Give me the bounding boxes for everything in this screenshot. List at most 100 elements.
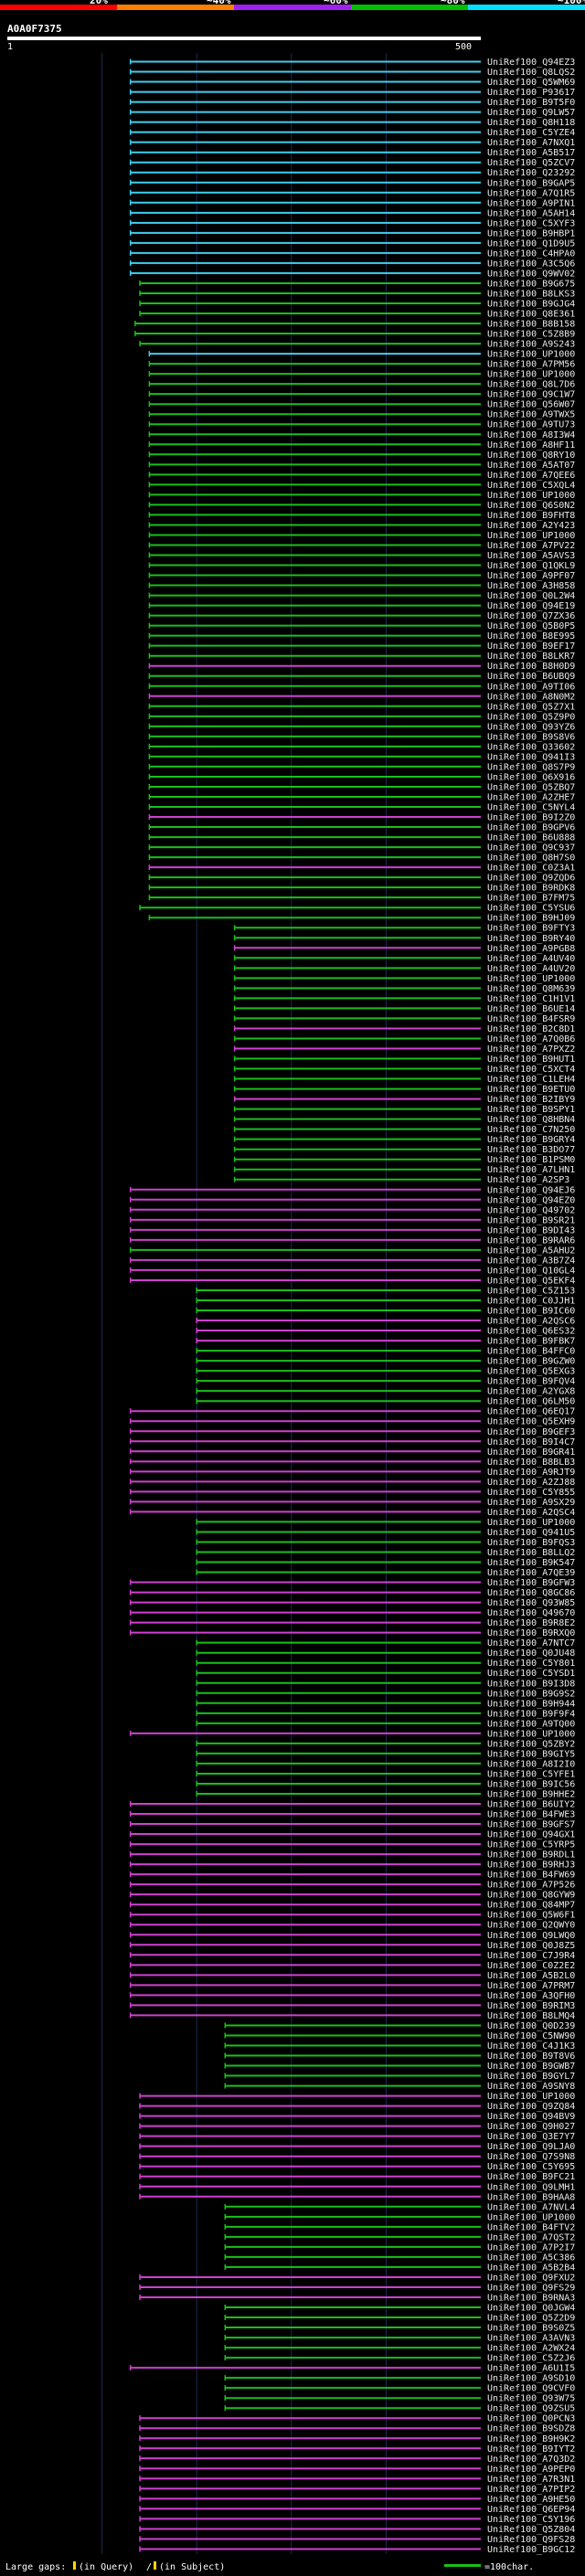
hit-row[interactable]: UniRef100_B8E995 [148,631,575,641]
hit-row[interactable]: UniRef100_A3C5Q6 [129,259,576,269]
hit-id-label[interactable]: UniRef100_Q3E7Y7 [487,2132,575,2142]
hit-row[interactable]: UniRef100_A9SD10 [224,2374,575,2384]
hit-id-label[interactable]: UniRef100_A4UV40 [487,954,575,964]
hit-row[interactable]: UniRef100_C5Z153 [196,1286,575,1296]
hit-id-label[interactable]: UniRef100_Q94EZ3 [487,58,575,68]
hit-id-label[interactable]: UniRef100_B8BLB3 [487,1458,575,1468]
hit-row[interactable]: UniRef100_B6UE14 [233,1004,576,1014]
hit-row[interactable]: UniRef100_B9GPV6 [148,823,575,833]
hit-row[interactable]: UniRef100_A4UV40 [233,954,576,964]
hit-id-label[interactable]: UniRef100_A9SD10 [487,2374,575,2384]
hit-id-label[interactable]: UniRef100_Q9H027 [487,2122,575,2132]
hit-row[interactable]: UniRef100_Q5W6F1 [129,1911,576,1921]
hit-row[interactable]: UniRef100_Q5EXH9 [129,1417,576,1427]
hit-id-label[interactable]: UniRef100_B9H9K2 [487,2434,575,2444]
hit-id-label[interactable]: UniRef100_A9PGB8 [487,944,575,954]
hit-row[interactable]: UniRef100_Q8H7S0 [148,853,575,864]
hit-id-label[interactable]: UniRef100_C4HPA0 [487,249,575,259]
hit-id-label[interactable]: UniRef100_C5Z153 [487,1286,575,1296]
hit-row[interactable]: UniRef100_A7Q3D2 [139,2454,575,2465]
hit-row[interactable]: UniRef100_B9IYT2 [139,2444,575,2454]
hit-row[interactable]: UniRef100_Q5EKF4 [129,1276,576,1286]
hit-row[interactable]: UniRef100_C5Y196 [139,2515,575,2525]
hit-id-label[interactable]: UniRef100_C0JJH1 [487,1296,575,1306]
hit-id-label[interactable]: UniRef100_Q0PCN3 [487,2414,575,2424]
hit-id-label[interactable]: UniRef100_Q5ZCV7 [487,158,575,168]
hit-id-label[interactable]: UniRef100_B9GC12 [487,2545,575,2555]
hit-id-label[interactable]: UniRef100_B9RIM3 [487,2001,575,2011]
hit-row[interactable]: UniRef100_B9GRY4 [233,1135,576,1145]
hit-row[interactable]: UniRef100_Q8HBN4 [233,1115,576,1125]
hit-row[interactable]: UniRef100_B9RY40 [233,934,576,944]
hit-row[interactable]: UniRef100_B4FFC0 [196,1347,575,1357]
hit-row[interactable]: UniRef100_Q5Z2D9 [224,2314,575,2324]
hit-id-label[interactable]: UniRef100_A7NTC7 [487,1638,575,1648]
hit-row[interactable]: UniRef100_A9TU73 [148,420,575,430]
hit-row[interactable]: UniRef100_B9GJG4 [139,299,575,309]
hit-row[interactable]: UniRef100_Q5WM69 [129,78,576,88]
hit-id-label[interactable]: UniRef100_Q5Z2D9 [487,2314,575,2324]
hit-row[interactable]: UniRef100_B3DO77 [233,1145,576,1155]
hit-row[interactable]: UniRef100_A7PM56 [148,360,575,370]
hit-id-label[interactable]: UniRef100_Q0JU48 [487,1648,575,1659]
hit-id-label[interactable]: UniRef100_B1PSM0 [487,1155,575,1165]
hit-row[interactable]: UniRef100_Q93YZ6 [148,722,575,732]
hit-row[interactable]: UniRef100_B9ETU0 [233,1085,576,1095]
hit-row[interactable]: UniRef100_A7QEE6 [148,471,575,481]
hit-id-label[interactable]: UniRef100_A7Q0B6 [487,1034,575,1044]
hit-id-label[interactable]: UniRef100_B9SDZ8 [487,2424,575,2434]
hit-row[interactable]: UniRef100_B9IC56 [196,1779,575,1789]
hit-row[interactable]: UniRef100_C5NW90 [224,2031,575,2041]
hit-row[interactable]: UniRef100_Q6S0N2 [148,501,575,511]
hit-row[interactable]: UniRef100_Q94EJ6 [129,1185,576,1195]
hit-id-label[interactable]: UniRef100_C1LEH4 [487,1075,575,1085]
hit-row[interactable]: UniRef100_Q1D9U5 [129,239,576,249]
hit-id-label[interactable]: UniRef100_Q9FXU2 [487,2273,575,2283]
hit-id-label[interactable]: UniRef100_B9ETU0 [487,1085,575,1095]
hit-id-label[interactable]: UniRef100_B9GRY4 [487,1135,575,1145]
hit-id-label[interactable]: UniRef100_A3AVN3 [487,2334,575,2344]
hit-row[interactable]: UniRef100_A7LHN1 [233,1165,576,1175]
hit-id-label[interactable]: UniRef100_Q5B0P5 [487,621,575,631]
hit-row[interactable]: UniRef100_A9TQ00 [196,1719,575,1729]
hit-id-label[interactable]: UniRef100_Q9FS28 [487,2535,575,2545]
hit-row[interactable]: UniRef100_C5Y695 [139,2162,575,2172]
hit-id-label[interactable]: UniRef100_B8LLQ2 [487,1548,575,1558]
hit-row[interactable]: UniRef100_C7J9R4 [129,1951,576,1961]
hit-id-label[interactable]: UniRef100_B9RHJ3 [487,1860,575,1871]
hit-id-label[interactable]: UniRef100_Q56W07 [487,400,575,410]
hit-row[interactable]: UniRef100_Q6EP94 [139,2505,575,2515]
hit-row[interactable]: UniRef100_Q94E19 [148,601,575,611]
hit-row[interactable]: UniRef100_B9FQS3 [196,1538,575,1548]
hit-id-label[interactable]: UniRef100_B4FSR9 [487,1014,575,1024]
hit-row[interactable]: UniRef100_A5AVS3 [148,551,575,561]
hit-row[interactable]: UniRef100_B9GZW0 [196,1357,575,1367]
hit-id-label[interactable]: UniRef100_C5Y196 [487,2515,575,2525]
hit-id-label[interactable]: UniRef100_B9EF17 [487,641,575,652]
hit-row[interactable]: UniRef100_Q5Z804 [139,2525,575,2535]
hit-row[interactable]: UniRef100_A2ZJ88 [129,1478,576,1488]
hit-row[interactable]: UniRef100_B9GC12 [139,2545,575,2555]
hit-id-label[interactable]: UniRef100_Q5Z7X1 [487,702,575,712]
hit-id-label[interactable]: UniRef100_A5C386 [487,2253,575,2263]
hit-id-label[interactable]: UniRef100_B9S0Z5 [487,2324,575,2334]
hit-row[interactable]: UniRef100_B9DI43 [129,1225,576,1235]
hit-row[interactable]: UniRef100_A3AVN3 [224,2334,575,2344]
hit-row[interactable]: UniRef100_B9K547 [196,1558,575,1568]
hit-row[interactable]: UniRef100_B8BLB3 [129,1458,576,1468]
hit-row[interactable]: UniRef100_Q9FS29 [139,2283,575,2293]
hit-id-label[interactable]: UniRef100_Q8H7S0 [487,853,575,864]
hit-id-label[interactable]: UniRef100_B9T5F0 [487,98,575,108]
hit-row[interactable]: UniRef100_B8LKR7 [148,652,575,662]
hit-id-label[interactable]: UniRef100_A7PXZ2 [487,1044,575,1055]
hit-row[interactable]: UniRef100_B8LKS3 [139,289,575,299]
hit-id-label[interactable]: UniRef100_B9GFS7 [487,1820,575,1830]
hit-id-label[interactable]: UniRef100_A2Y423 [487,521,575,531]
hit-row[interactable]: UniRef100_Q9LJA0 [139,2142,575,2152]
hit-row[interactable]: UniRef100_A7PV22 [148,541,575,551]
hit-id-label[interactable]: UniRef100_B9FHT8 [487,511,575,521]
hit-id-label[interactable]: UniRef100_C1H1V1 [487,994,575,1004]
hit-id-label[interactable]: UniRef100_UP1000 [487,2212,575,2222]
hit-id-label[interactable]: UniRef100_Q8RY10 [487,451,575,461]
hit-id-label[interactable]: UniRef100_Q49670 [487,1608,575,1618]
